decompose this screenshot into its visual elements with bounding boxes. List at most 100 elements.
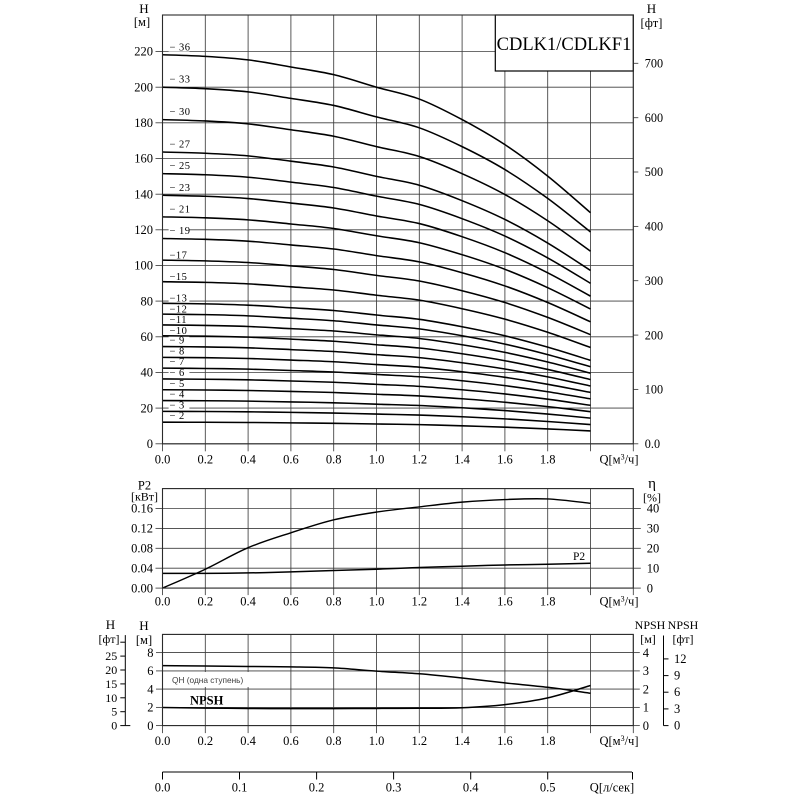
svg-text:0.12: 0.12 — [131, 522, 153, 536]
svg-text:10: 10 — [105, 691, 117, 705]
svg-text:0.4: 0.4 — [240, 734, 256, 748]
svg-text:15: 15 — [105, 677, 117, 691]
svg-text:0: 0 — [674, 719, 680, 733]
svg-text:4: 4 — [147, 682, 154, 696]
svg-text:0.6: 0.6 — [283, 734, 299, 748]
svg-text:60: 60 — [141, 330, 154, 344]
svg-text:140: 140 — [134, 187, 153, 201]
svg-text:160: 160 — [134, 152, 153, 166]
svg-text:1.2: 1.2 — [411, 734, 427, 748]
svg-text:−15: −15 — [170, 272, 188, 283]
svg-text:5: 5 — [111, 705, 117, 719]
svg-text:P2: P2 — [138, 479, 151, 493]
svg-text:η: η — [648, 476, 656, 492]
svg-text:P2: P2 — [573, 551, 585, 563]
svg-text:1.4: 1.4 — [454, 595, 470, 609]
svg-text:3: 3 — [643, 664, 649, 678]
svg-text:H: H — [139, 1, 148, 16]
svg-text:H: H — [106, 617, 115, 632]
svg-text:1.6: 1.6 — [497, 452, 513, 466]
svg-text:1.0: 1.0 — [369, 595, 385, 609]
svg-text:NPSH: NPSH — [190, 694, 224, 708]
svg-text:8: 8 — [147, 646, 153, 660]
svg-text:0.2: 0.2 — [309, 781, 325, 795]
svg-text:Q[м3/ч]: Q[м3/ч] — [599, 595, 638, 609]
svg-text:40: 40 — [141, 366, 154, 380]
svg-text:0.16: 0.16 — [131, 502, 153, 516]
svg-text:1.6: 1.6 — [497, 734, 513, 748]
svg-text:100: 100 — [645, 383, 663, 397]
svg-text:− 2: − 2 — [170, 411, 185, 422]
svg-text:− 8: − 8 — [170, 346, 185, 357]
svg-text:[м]: [м] — [134, 15, 150, 29]
svg-text:[%]: [%] — [643, 491, 661, 505]
svg-text:[фт]: [фт] — [672, 632, 693, 646]
svg-text:400: 400 — [645, 220, 663, 234]
svg-text:2: 2 — [643, 682, 649, 696]
svg-text:1.6: 1.6 — [497, 595, 513, 609]
svg-text:25: 25 — [105, 649, 117, 663]
svg-text:−13: −13 — [170, 294, 188, 305]
svg-text:0.5: 0.5 — [540, 781, 556, 795]
svg-text:0.00: 0.00 — [131, 581, 153, 595]
svg-text:0.08: 0.08 — [131, 542, 153, 556]
svg-text:300: 300 — [645, 274, 663, 288]
svg-text:0: 0 — [643, 719, 649, 733]
svg-text:Q[л/сек]: Q[л/сек] — [590, 781, 634, 795]
svg-text:0.0: 0.0 — [155, 452, 171, 466]
svg-text:0.0: 0.0 — [155, 781, 171, 795]
svg-text:1.8: 1.8 — [540, 452, 556, 466]
svg-text:20: 20 — [105, 663, 117, 677]
svg-text:1.0: 1.0 — [369, 734, 385, 748]
svg-text:200: 200 — [645, 328, 663, 342]
svg-text:−11: −11 — [170, 315, 188, 326]
svg-text:9: 9 — [674, 669, 680, 683]
svg-text:20: 20 — [141, 401, 154, 415]
svg-text:0.0: 0.0 — [155, 595, 171, 609]
svg-text:QH (одна ступень): QH (одна ступень) — [172, 675, 243, 685]
svg-text:0.8: 0.8 — [326, 452, 342, 466]
svg-text:1.2: 1.2 — [411, 595, 427, 609]
svg-text:CDLK1/CDLKF1: CDLK1/CDLKF1 — [497, 35, 632, 55]
svg-text:−10: −10 — [170, 326, 188, 337]
svg-text:12: 12 — [674, 652, 687, 666]
svg-text:0.8: 0.8 — [326, 595, 342, 609]
svg-text:0.0: 0.0 — [155, 734, 171, 748]
svg-text:− 33: − 33 — [170, 75, 191, 86]
svg-text:1: 1 — [643, 701, 649, 715]
svg-text:− 4: − 4 — [170, 390, 186, 401]
svg-text:− 27: − 27 — [170, 140, 191, 151]
svg-text:1.4: 1.4 — [454, 734, 470, 748]
svg-text:220: 220 — [134, 45, 153, 59]
svg-text:0.8: 0.8 — [326, 734, 342, 748]
svg-text:0.3: 0.3 — [386, 781, 402, 795]
svg-text:30: 30 — [647, 522, 660, 536]
svg-text:1.4: 1.4 — [454, 452, 470, 466]
svg-text:4: 4 — [643, 646, 650, 660]
svg-text:600: 600 — [645, 111, 663, 125]
svg-text:0.4: 0.4 — [240, 452, 256, 466]
svg-text:40: 40 — [647, 502, 660, 516]
svg-text:1.8: 1.8 — [540, 734, 556, 748]
svg-text:10: 10 — [647, 561, 660, 575]
svg-text:−17: −17 — [170, 250, 188, 261]
svg-text:H: H — [647, 1, 656, 16]
svg-text:− 5: − 5 — [170, 379, 185, 390]
svg-text:0: 0 — [111, 719, 117, 733]
svg-text:[м]: [м] — [136, 633, 152, 647]
svg-text:− 9: − 9 — [170, 336, 185, 347]
svg-text:− 25: − 25 — [170, 161, 191, 172]
svg-text:180: 180 — [134, 116, 153, 130]
svg-text:0: 0 — [147, 719, 153, 733]
svg-text:− 21: − 21 — [170, 204, 191, 215]
svg-text:0: 0 — [647, 581, 653, 595]
svg-text:500: 500 — [645, 165, 663, 179]
svg-text:80: 80 — [141, 294, 154, 308]
svg-text:− 36: − 36 — [170, 42, 191, 53]
svg-text:3: 3 — [674, 702, 680, 716]
svg-text:100: 100 — [134, 259, 153, 273]
svg-text:6: 6 — [674, 685, 680, 699]
svg-text:0.4: 0.4 — [240, 595, 256, 609]
svg-text:120: 120 — [134, 223, 153, 237]
svg-text:0: 0 — [147, 437, 153, 451]
